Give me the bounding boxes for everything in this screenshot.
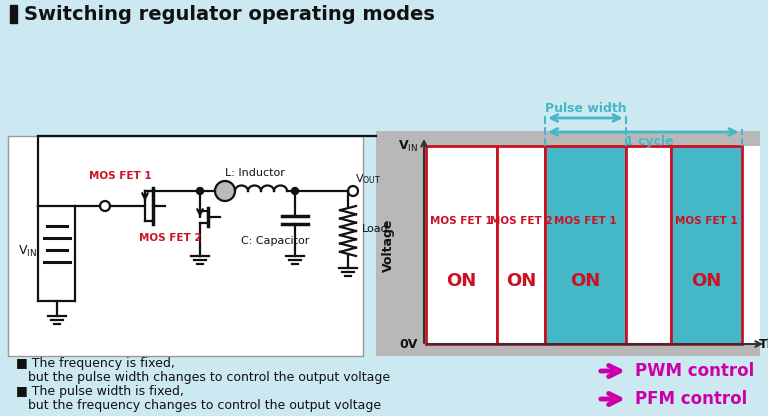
Text: MOS FET 2: MOS FET 2 <box>490 216 552 226</box>
Text: MOS FET 1: MOS FET 1 <box>554 216 617 226</box>
Text: L: Inductor: L: Inductor <box>225 168 285 178</box>
Circle shape <box>215 181 235 201</box>
Bar <box>424 146 760 344</box>
Text: ■ The frequency is fixed,: ■ The frequency is fixed, <box>16 357 175 371</box>
Bar <box>376 131 760 356</box>
Text: V$_{\mathsf{OUT}}$: V$_{\mathsf{OUT}}$ <box>355 172 381 186</box>
Text: V$_{\mathsf{IN}}$: V$_{\mathsf{IN}}$ <box>18 243 37 259</box>
Text: MOS FET 1: MOS FET 1 <box>88 171 151 181</box>
Text: Switching regulator operating modes: Switching regulator operating modes <box>24 5 435 23</box>
Text: but the pulse width changes to control the output voltage: but the pulse width changes to control t… <box>16 371 390 384</box>
Text: V$_{\mathsf{IN}}$: V$_{\mathsf{IN}}$ <box>398 139 418 154</box>
Text: but the frequency changes to control the output voltage: but the frequency changes to control the… <box>16 399 381 413</box>
Text: 0V: 0V <box>399 337 418 351</box>
Bar <box>545 146 626 344</box>
Text: Voltage: Voltage <box>382 218 395 272</box>
Bar <box>670 146 742 344</box>
Bar <box>10 5 17 23</box>
Text: ■ The pulse width is fixed,: ■ The pulse width is fixed, <box>16 386 184 399</box>
Bar <box>626 146 670 344</box>
Text: PFM control: PFM control <box>635 390 747 408</box>
Text: ON: ON <box>446 272 477 290</box>
Text: ON: ON <box>506 272 536 290</box>
Circle shape <box>197 188 204 195</box>
Bar <box>497 146 545 344</box>
Text: C: Capacitor: C: Capacitor <box>241 236 310 246</box>
Text: ON: ON <box>691 272 721 290</box>
Text: Time: Time <box>759 337 768 351</box>
Text: MOS FET 1: MOS FET 1 <box>430 216 493 226</box>
Text: MOS FET 2: MOS FET 2 <box>139 233 201 243</box>
Circle shape <box>292 188 299 195</box>
Text: Pulse width: Pulse width <box>545 102 626 114</box>
Bar <box>426 146 497 344</box>
Text: PWM control: PWM control <box>635 362 754 380</box>
Text: Load: Load <box>362 224 389 234</box>
Text: ON: ON <box>571 272 601 290</box>
Text: MOS FET 1: MOS FET 1 <box>675 216 737 226</box>
Text: 1 cycle: 1 cycle <box>625 134 674 148</box>
Bar <box>8 136 363 356</box>
